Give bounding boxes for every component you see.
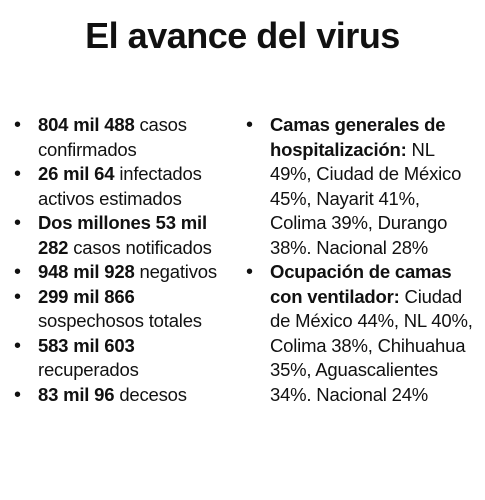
stat-value: 583 mil 603 — [38, 334, 135, 356]
bullet-icon: • — [246, 261, 253, 283]
bullet-icon: • — [14, 163, 21, 185]
list-item: • Camas generales de hospitalización: NL … — [246, 113, 476, 260]
bullet-icon: • — [14, 383, 21, 406]
stat-value: 26 mil 64 — [38, 163, 115, 184]
occupancy-text: NL 49%, Ciudad de México 45%, Nayarit 41… — [270, 138, 462, 258]
stat-label: recuperados — [38, 359, 139, 380]
occupancy-text: Ciudad de México 44%, NL 40%, Colima 38%… — [270, 285, 473, 405]
list-item: • Dos millones 53 mil 282 casos notificad… — [14, 211, 236, 260]
list-item: • 948 mil 928 negativos — [14, 260, 236, 285]
list-item: • Ocupación de camas con ventilador: Ciud… — [246, 260, 476, 407]
stat-value: 83 mil 96 — [38, 383, 115, 405]
stat-value: 948 mil 928 — [38, 261, 135, 282]
bullet-icon: • — [14, 114, 21, 136]
bullet-icon: • — [14, 334, 21, 357]
stat-label: infectados activos estimados — [38, 163, 202, 209]
list-item: • 299 mil 866 sospechosos totales — [14, 285, 236, 334]
list-item: • 804 mil 488 casos confirmados — [14, 113, 236, 162]
list-item: • 26 mil 64 infectados activos estimados — [14, 162, 236, 211]
stat-value: 299 mil 866 — [38, 285, 135, 307]
bullet-icon: • — [14, 261, 21, 283]
list-item: • 83 mil 96 decesos — [14, 383, 236, 408]
stat-label: casos confirmados — [38, 114, 187, 160]
stats-list: • 804 mil 488 casos confirmados • 26 mil 6… — [14, 113, 236, 407]
occupancy-heading: Ocupación de camas con ventilador: — [270, 261, 452, 307]
stat-value: Dos millones 53 mil 282 — [38, 212, 207, 258]
occupancy-heading: Camas generales de hospitalización: — [270, 114, 446, 160]
stat-label: sospechosos totales — [38, 310, 202, 331]
occupancy-list: • Camas generales de hospitalización: NL … — [246, 113, 476, 407]
stat-label: casos notificados — [68, 236, 212, 258]
list-item: • 583 mil 603 recuperados — [14, 334, 236, 383]
bullet-icon: • — [14, 212, 21, 234]
stat-value: 804 mil 488 — [38, 114, 135, 135]
page-title: El avance del virus — [85, 15, 400, 56]
stat-label: negativos — [134, 261, 217, 282]
bullet-icon: • — [246, 114, 253, 136]
stat-label: decesos — [114, 383, 187, 405]
bullet-icon: • — [14, 285, 21, 308]
